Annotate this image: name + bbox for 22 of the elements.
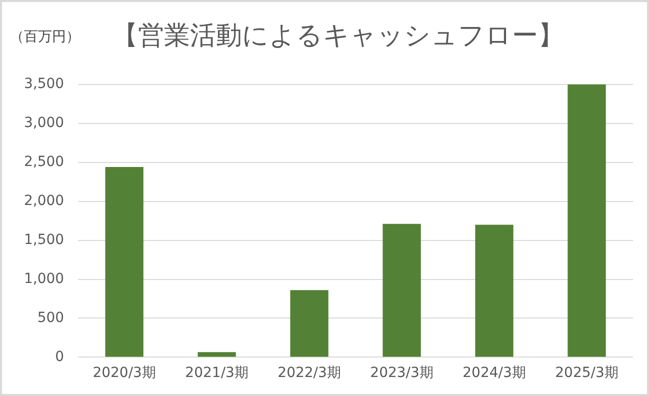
y-tick-label: 3,500 [24, 76, 64, 92]
y-tick-label: 1,500 [24, 232, 64, 248]
bar [198, 352, 236, 357]
y-tick-label: 2,000 [24, 192, 64, 209]
x-tick-label: 2025/3期 [555, 365, 618, 382]
bar [105, 167, 144, 357]
y-tick-label: 2,500 [24, 154, 64, 170]
y-tick-label: 0 [55, 348, 64, 365]
y-tick-label: 500 [37, 310, 64, 326]
bar [382, 224, 421, 357]
y-axis-title: （百万円） [10, 28, 80, 46]
x-tick-label: 2021/3期 [185, 365, 248, 382]
x-tick-label: 2022/3期 [278, 365, 341, 382]
bar [568, 84, 606, 357]
x-tick-label: 2023/3期 [370, 365, 434, 382]
y-tick-label: 3,000 [24, 115, 64, 132]
x-tick-label: 2020/3期 [92, 365, 156, 382]
bar [475, 224, 514, 357]
y-tick-label: 1,000 [24, 270, 64, 287]
chart-title: 【営業活動によるキャッシュフロー】 [112, 20, 564, 53]
x-tick-label: 2024/3期 [462, 365, 526, 382]
bar [290, 290, 328, 357]
